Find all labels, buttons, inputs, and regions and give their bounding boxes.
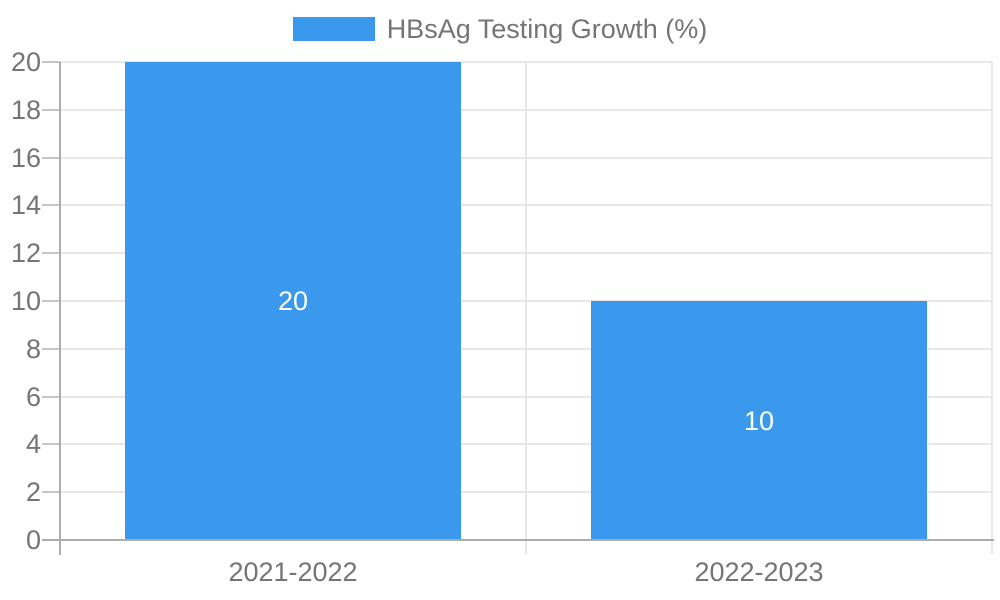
- y-axis-tick-label: 0: [25, 525, 41, 555]
- y-axis-tick: [42, 108, 60, 111]
- y-axis-tick: [42, 300, 60, 302]
- y-axis-tick: [42, 443, 60, 446]
- x-axis-label: 2022-2023: [694, 557, 824, 587]
- y-axis-tick-label: 14: [10, 190, 41, 221]
- y-axis-tick-label: 16: [10, 142, 41, 173]
- gridline-vertical: [525, 62, 527, 540]
- x-axis-tick: [525, 540, 527, 555]
- legend-label: HBsAg Testing Growth (%): [386, 14, 708, 44]
- x-axis-line: [42, 539, 994, 541]
- y-axis-tick: [42, 395, 60, 398]
- y-axis-tick-label: 6: [25, 381, 41, 412]
- y-axis-tick-label: 2: [25, 477, 41, 508]
- x-axis-tick: [991, 540, 993, 555]
- legend-item[interactable]: HBsAg Testing Growth (%): [292, 14, 708, 44]
- bar-2021-2022[interactable]: [125, 62, 461, 540]
- y-axis-tick-label: 8: [25, 333, 41, 364]
- legend: HBsAg Testing Growth (%): [0, 15, 1000, 43]
- x-axis-label: 2021-2022: [228, 557, 358, 587]
- y-axis-tick-label: 4: [25, 429, 41, 460]
- y-axis-tick-label: 10: [10, 286, 41, 316]
- gridline-vertical: [991, 62, 993, 540]
- bar-value-label: 10: [743, 405, 775, 436]
- y-axis-tick: [42, 156, 60, 159]
- y-axis-tick: [42, 491, 60, 494]
- bar-2022-2023[interactable]: [591, 301, 927, 540]
- bar-value-label: 20: [277, 286, 309, 316]
- y-axis-line: [59, 62, 61, 555]
- y-axis-tick: [42, 61, 60, 63]
- y-axis-tick: [42, 347, 60, 350]
- y-axis-tick: [42, 204, 60, 207]
- legend-swatch: [292, 17, 375, 41]
- y-axis-tick-label: 12: [10, 238, 41, 269]
- y-axis-tick-label: 18: [10, 94, 41, 125]
- y-axis-tick: [42, 252, 60, 255]
- y-axis-tick-label: 20: [10, 47, 41, 77]
